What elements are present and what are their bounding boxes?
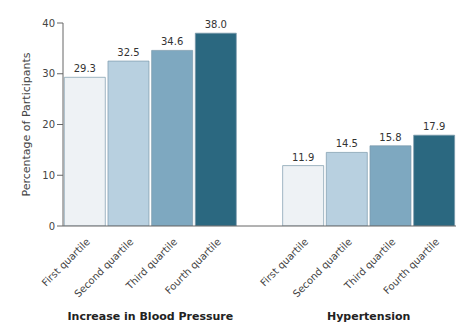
svg-text:15.8: 15.8 — [379, 132, 401, 143]
svg-text:First quartile: First quartile — [39, 236, 92, 289]
svg-text:Percentage of Participants: Percentage of Participants — [20, 52, 33, 196]
svg-text:Fourth quartile: Fourth quartile — [163, 236, 223, 296]
svg-text:11.9: 11.9 — [292, 152, 314, 163]
svg-text:Second quartile: Second quartile — [72, 236, 135, 299]
svg-text:Second quartile: Second quartile — [291, 236, 354, 299]
svg-text:Increase in Blood Pressure: Increase in Blood Pressure — [67, 310, 233, 323]
svg-text:0: 0 — [49, 221, 55, 232]
svg-text:34.6: 34.6 — [161, 36, 183, 47]
svg-text:Third quartile: Third quartile — [123, 236, 180, 292]
svg-text:30: 30 — [42, 68, 55, 79]
svg-text:17.9: 17.9 — [423, 121, 445, 132]
svg-text:First quartile: First quartile — [258, 236, 311, 289]
svg-text:Third quartile: Third quartile — [342, 236, 398, 292]
svg-text:20: 20 — [42, 119, 55, 130]
svg-text:32.5: 32.5 — [117, 47, 139, 58]
svg-text:10: 10 — [42, 170, 55, 181]
svg-text:40: 40 — [42, 18, 55, 29]
svg-text:14.5: 14.5 — [336, 138, 358, 149]
svg-text:Hypertension: Hypertension — [327, 310, 410, 323]
svg-text:Fourth quartile: Fourth quartile — [381, 236, 441, 296]
svg-text:38.0: 38.0 — [205, 19, 227, 30]
svg-text:29.3: 29.3 — [74, 63, 96, 74]
